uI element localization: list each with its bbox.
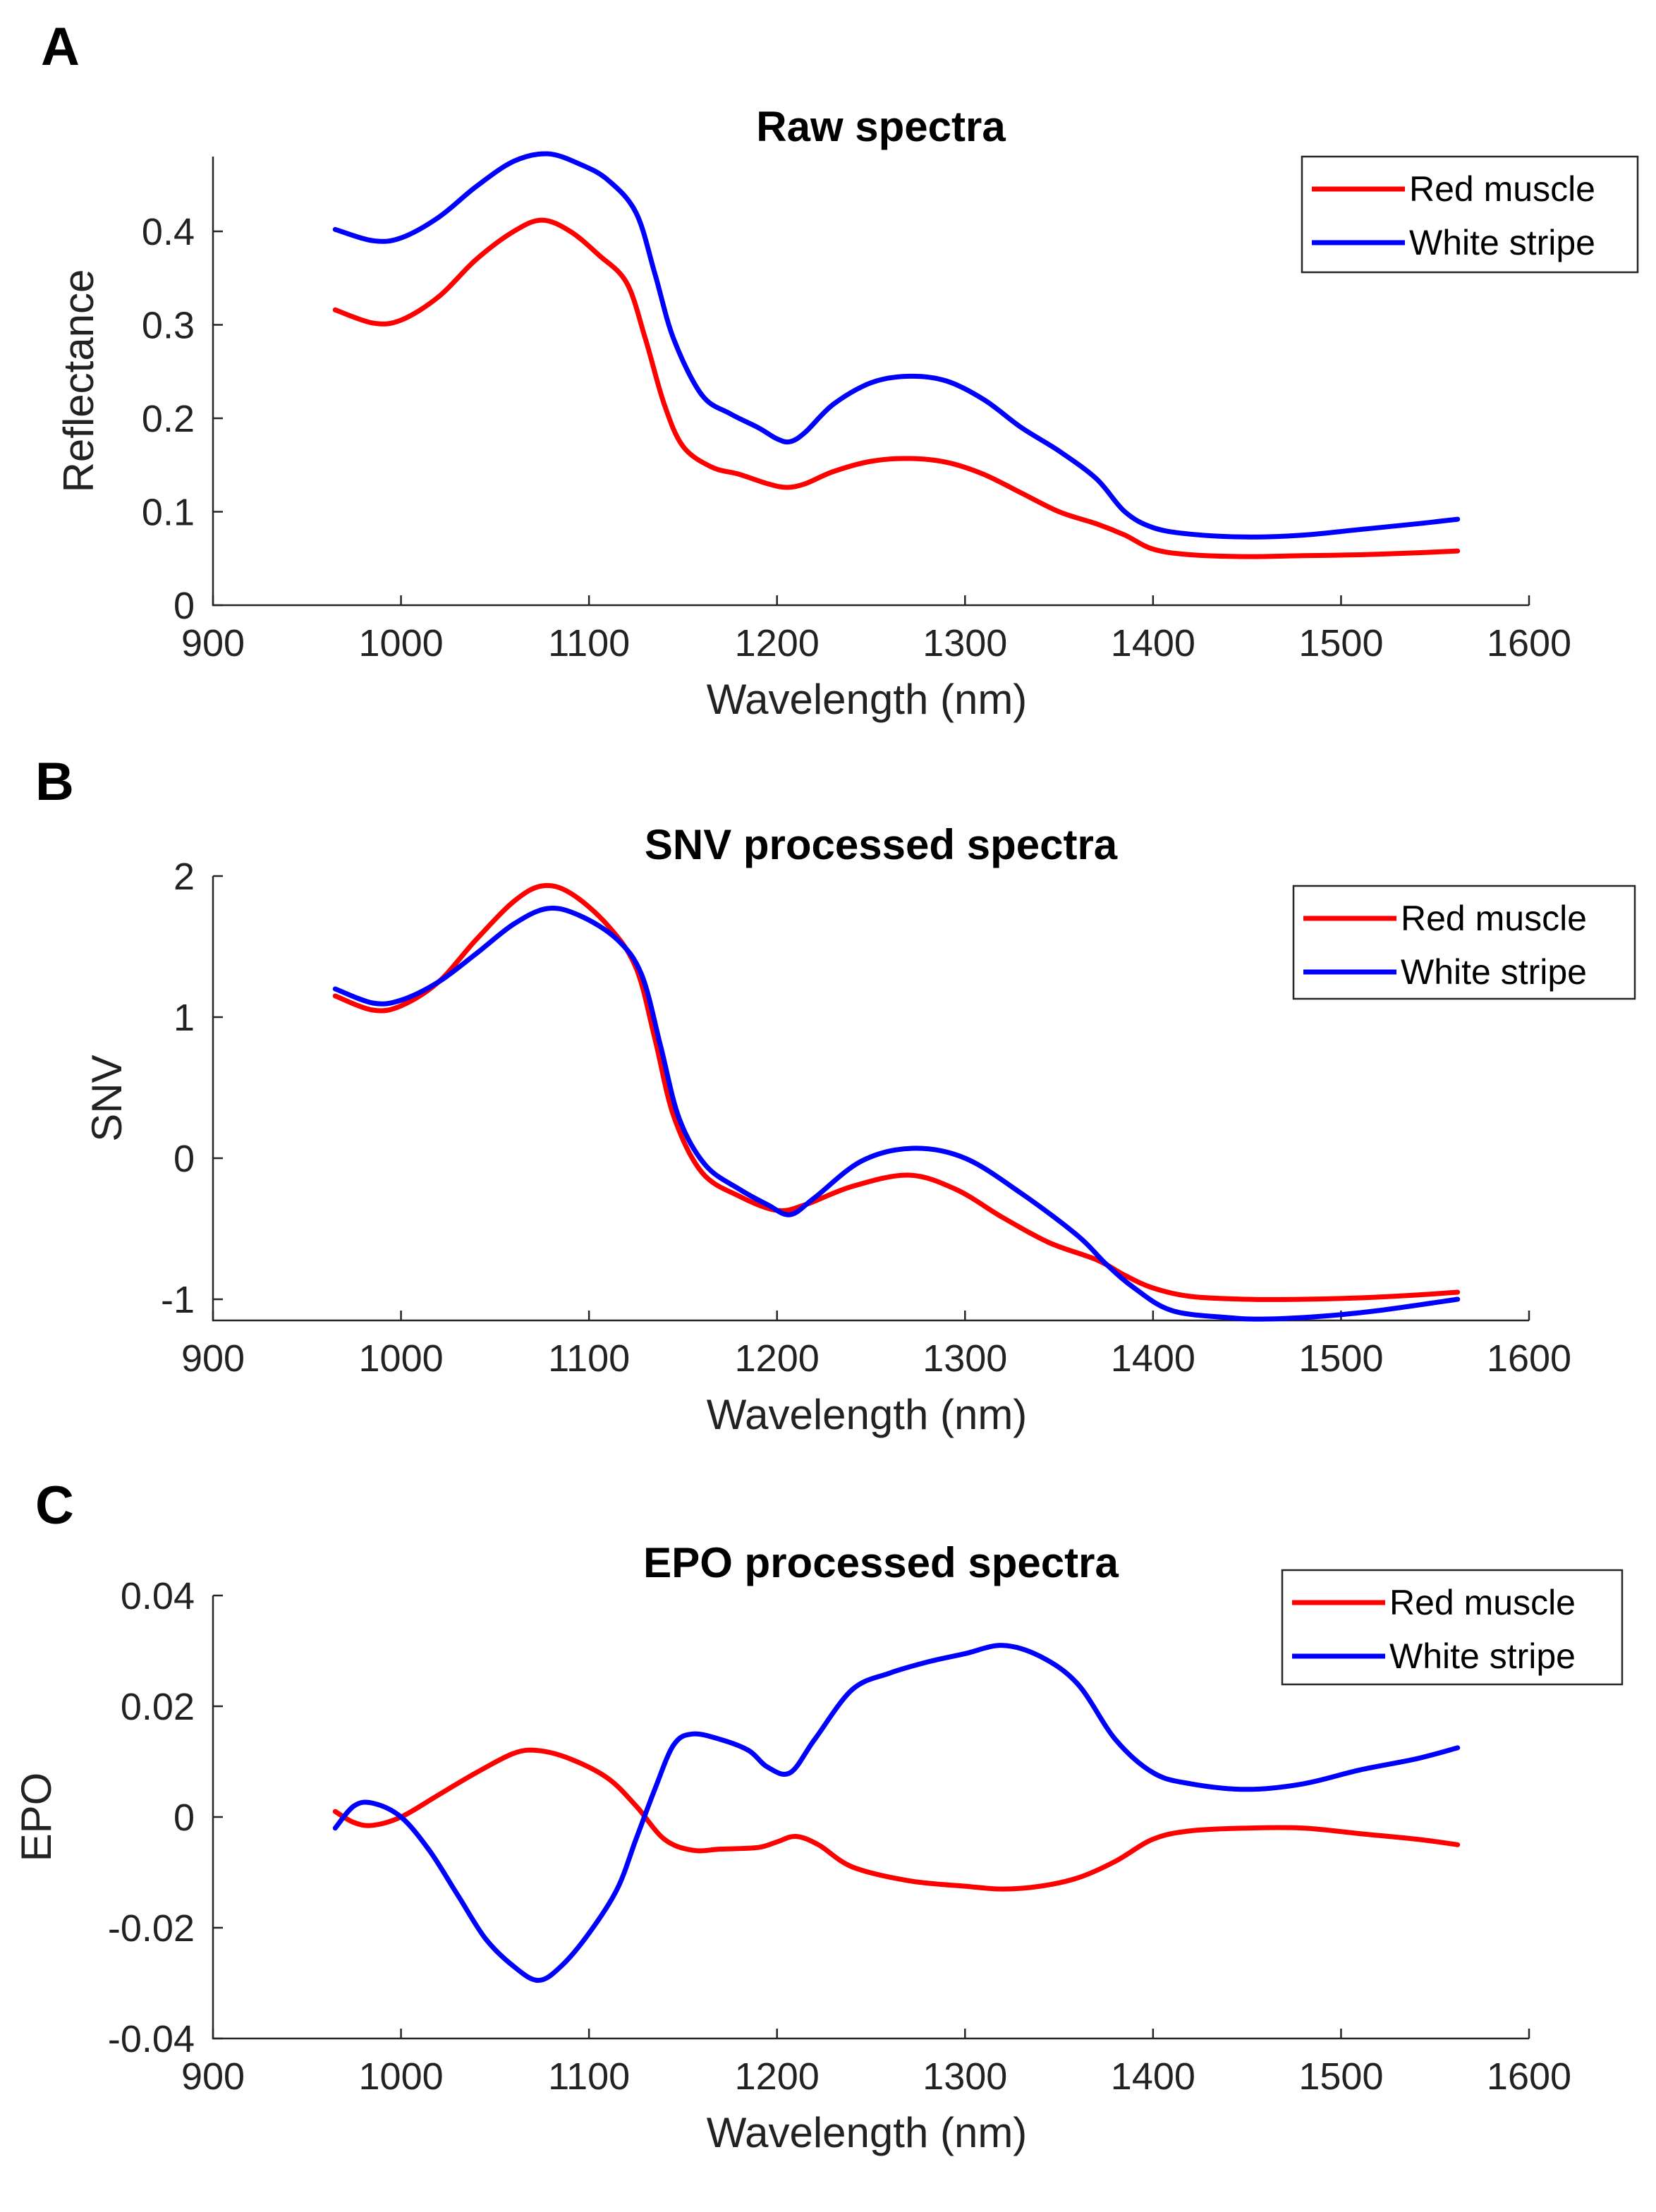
x-tick-label: 1300: [923, 2055, 1007, 2098]
y-tick-label: 2: [173, 856, 195, 898]
x-tick-label: 1100: [548, 1337, 630, 1380]
legend-label: White stripe: [1389, 1636, 1576, 1676]
chart-panel-c: C EPO processed spectra 900 1000 1100 1200 130…: [13, 1476, 1624, 2156]
legend: Red muscle White stripe: [1301, 155, 1639, 274]
legend-label: White stripe: [1401, 952, 1587, 992]
x-tick-label: 900: [181, 622, 245, 664]
y-tick-label: 0.4: [142, 211, 195, 253]
legend-box: [1281, 1569, 1624, 1686]
y-tick-label: 0.1: [142, 492, 195, 534]
legend-box: [1292, 885, 1636, 1000]
x-tick-label: 1000: [359, 2055, 444, 2098]
x-tick-label: 1200: [735, 622, 820, 664]
chart-title: SNV processed spectra: [645, 821, 1118, 868]
y-axis-label: Reflectance: [55, 269, 102, 493]
legend-label: Red muscle: [1409, 169, 1595, 209]
series-line-red-muscle: [332, 217, 1461, 559]
legend-label: Red muscle: [1401, 899, 1587, 938]
x-tick-label: 1500: [1298, 1337, 1383, 1380]
x-tick-label: 1600: [1487, 622, 1571, 664]
legend: Red muscle White stripe: [1281, 1569, 1624, 1686]
legend-label: White stripe: [1409, 223, 1595, 262]
x-tick-label: 1500: [1298, 2055, 1383, 2098]
series-line-white-stripe: [332, 906, 1461, 1322]
series-line-white-stripe: [332, 151, 1461, 540]
chart-title: EPO processed spectra: [643, 1539, 1119, 1586]
chart-title: Raw spectra: [756, 103, 1006, 150]
x-tick-label: 900: [181, 2055, 245, 2098]
y-tick-label: 0: [173, 1138, 195, 1180]
x-tick-label: 1400: [1111, 622, 1195, 664]
x-axis-label: Wavelength (nm): [707, 1391, 1028, 1438]
y-tick-label: 0: [173, 1797, 195, 1839]
y-axis-label: EPO: [13, 1773, 60, 1862]
x-tick-label: 1400: [1111, 1337, 1195, 1380]
series-line-red-muscle: [332, 1747, 1461, 1892]
y-tick-label: 1: [173, 997, 195, 1039]
panel-letter: A: [41, 17, 80, 77]
x-tick-label: 1600: [1487, 2055, 1571, 2098]
x-tick-label: 1100: [548, 622, 630, 664]
x-tick-label: 1200: [735, 2055, 820, 2098]
panel-letter: C: [35, 1476, 74, 1536]
legend-box: [1301, 155, 1639, 274]
y-tick-label: 0.02: [121, 1686, 195, 1728]
chart-panel-a: A Raw spectra 900 1000 1100 1200 1300 1400 1500 1…: [41, 17, 1639, 723]
x-tick-label: 1500: [1298, 622, 1383, 664]
y-tick-label: -1: [161, 1279, 195, 1321]
y-tick-label: 0.04: [121, 1575, 195, 1617]
y-tick-label: 0: [173, 585, 195, 627]
panel-letter: B: [35, 752, 74, 812]
y-tick-label: -0.04: [108, 2018, 195, 2060]
x-tick-label: 1000: [359, 622, 444, 664]
x-axis-label: Wavelength (nm): [707, 2109, 1028, 2156]
x-tick-label: 1300: [923, 1337, 1007, 1380]
y-tick-label: 0.2: [142, 398, 195, 440]
y-axis-label: SNV: [83, 1055, 130, 1141]
y-tick-label: 0.3: [142, 305, 195, 347]
x-tick-label: 1400: [1111, 2055, 1195, 2098]
legend: Red muscle White stripe: [1292, 885, 1636, 1000]
x-tick-label: 1100: [548, 2055, 630, 2098]
series-line-white-stripe: [332, 1643, 1461, 1983]
chart-panel-b: B SNV processed spectra 900 1000 1100 1200 130…: [35, 752, 1636, 1438]
x-tick-label: 900: [181, 1337, 245, 1380]
series-line-red-muscle: [332, 882, 1461, 1302]
x-tick-label: 1600: [1487, 1337, 1571, 1380]
x-tick-label: 1300: [923, 622, 1007, 664]
x-tick-label: 1000: [359, 1337, 444, 1380]
x-axis-label: Wavelength (nm): [707, 676, 1028, 723]
y-tick-label: -0.02: [108, 1907, 195, 1950]
x-tick-label: 1200: [735, 1337, 820, 1380]
legend-label: Red muscle: [1389, 1583, 1576, 1622]
